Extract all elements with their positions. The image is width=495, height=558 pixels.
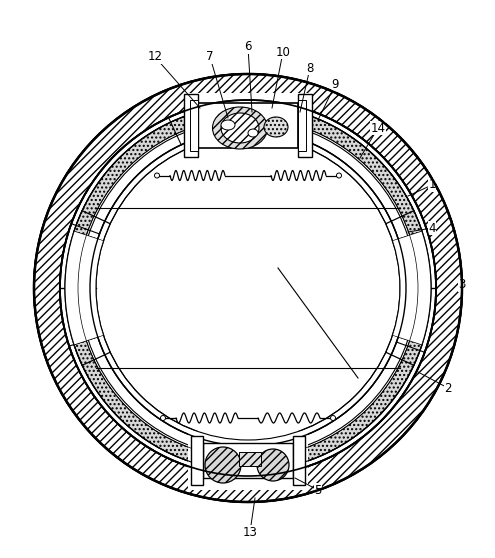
Bar <box>239 452 261 466</box>
Text: 9: 9 <box>331 79 339 92</box>
Text: 2: 2 <box>444 382 452 395</box>
Circle shape <box>337 173 342 178</box>
Ellipse shape <box>264 117 288 137</box>
Wedge shape <box>88 337 408 456</box>
Circle shape <box>60 100 436 476</box>
Circle shape <box>90 130 406 446</box>
Ellipse shape <box>248 129 258 137</box>
Circle shape <box>154 173 159 178</box>
Bar <box>198 103 298 147</box>
Bar <box>190 99 198 151</box>
Bar <box>188 431 308 489</box>
Circle shape <box>96 136 400 440</box>
Text: 3: 3 <box>458 278 466 291</box>
Bar <box>186 93 310 157</box>
Circle shape <box>331 416 336 421</box>
Text: 7: 7 <box>206 51 214 64</box>
Text: 12: 12 <box>148 51 162 64</box>
Text: 5: 5 <box>314 483 322 497</box>
Bar <box>203 442 293 478</box>
Ellipse shape <box>221 113 259 143</box>
Text: 8: 8 <box>306 61 314 75</box>
Text: 13: 13 <box>243 526 257 538</box>
Circle shape <box>160 416 165 421</box>
Ellipse shape <box>212 107 267 149</box>
Text: 4: 4 <box>428 222 436 234</box>
Wedge shape <box>34 74 462 502</box>
Text: 6: 6 <box>244 41 252 54</box>
Ellipse shape <box>257 449 289 481</box>
Text: 1: 1 <box>428 179 436 191</box>
Bar <box>191 435 203 484</box>
Wedge shape <box>74 340 422 471</box>
Ellipse shape <box>205 447 241 483</box>
Bar <box>298 94 312 156</box>
Text: 10: 10 <box>276 46 291 59</box>
Wedge shape <box>88 120 408 239</box>
Bar <box>298 99 306 151</box>
Circle shape <box>34 74 462 502</box>
Wedge shape <box>65 232 103 344</box>
Wedge shape <box>74 105 422 235</box>
Bar <box>184 94 198 156</box>
Wedge shape <box>393 232 431 344</box>
Text: 14: 14 <box>370 122 386 134</box>
Ellipse shape <box>221 120 235 130</box>
Bar <box>293 435 305 484</box>
